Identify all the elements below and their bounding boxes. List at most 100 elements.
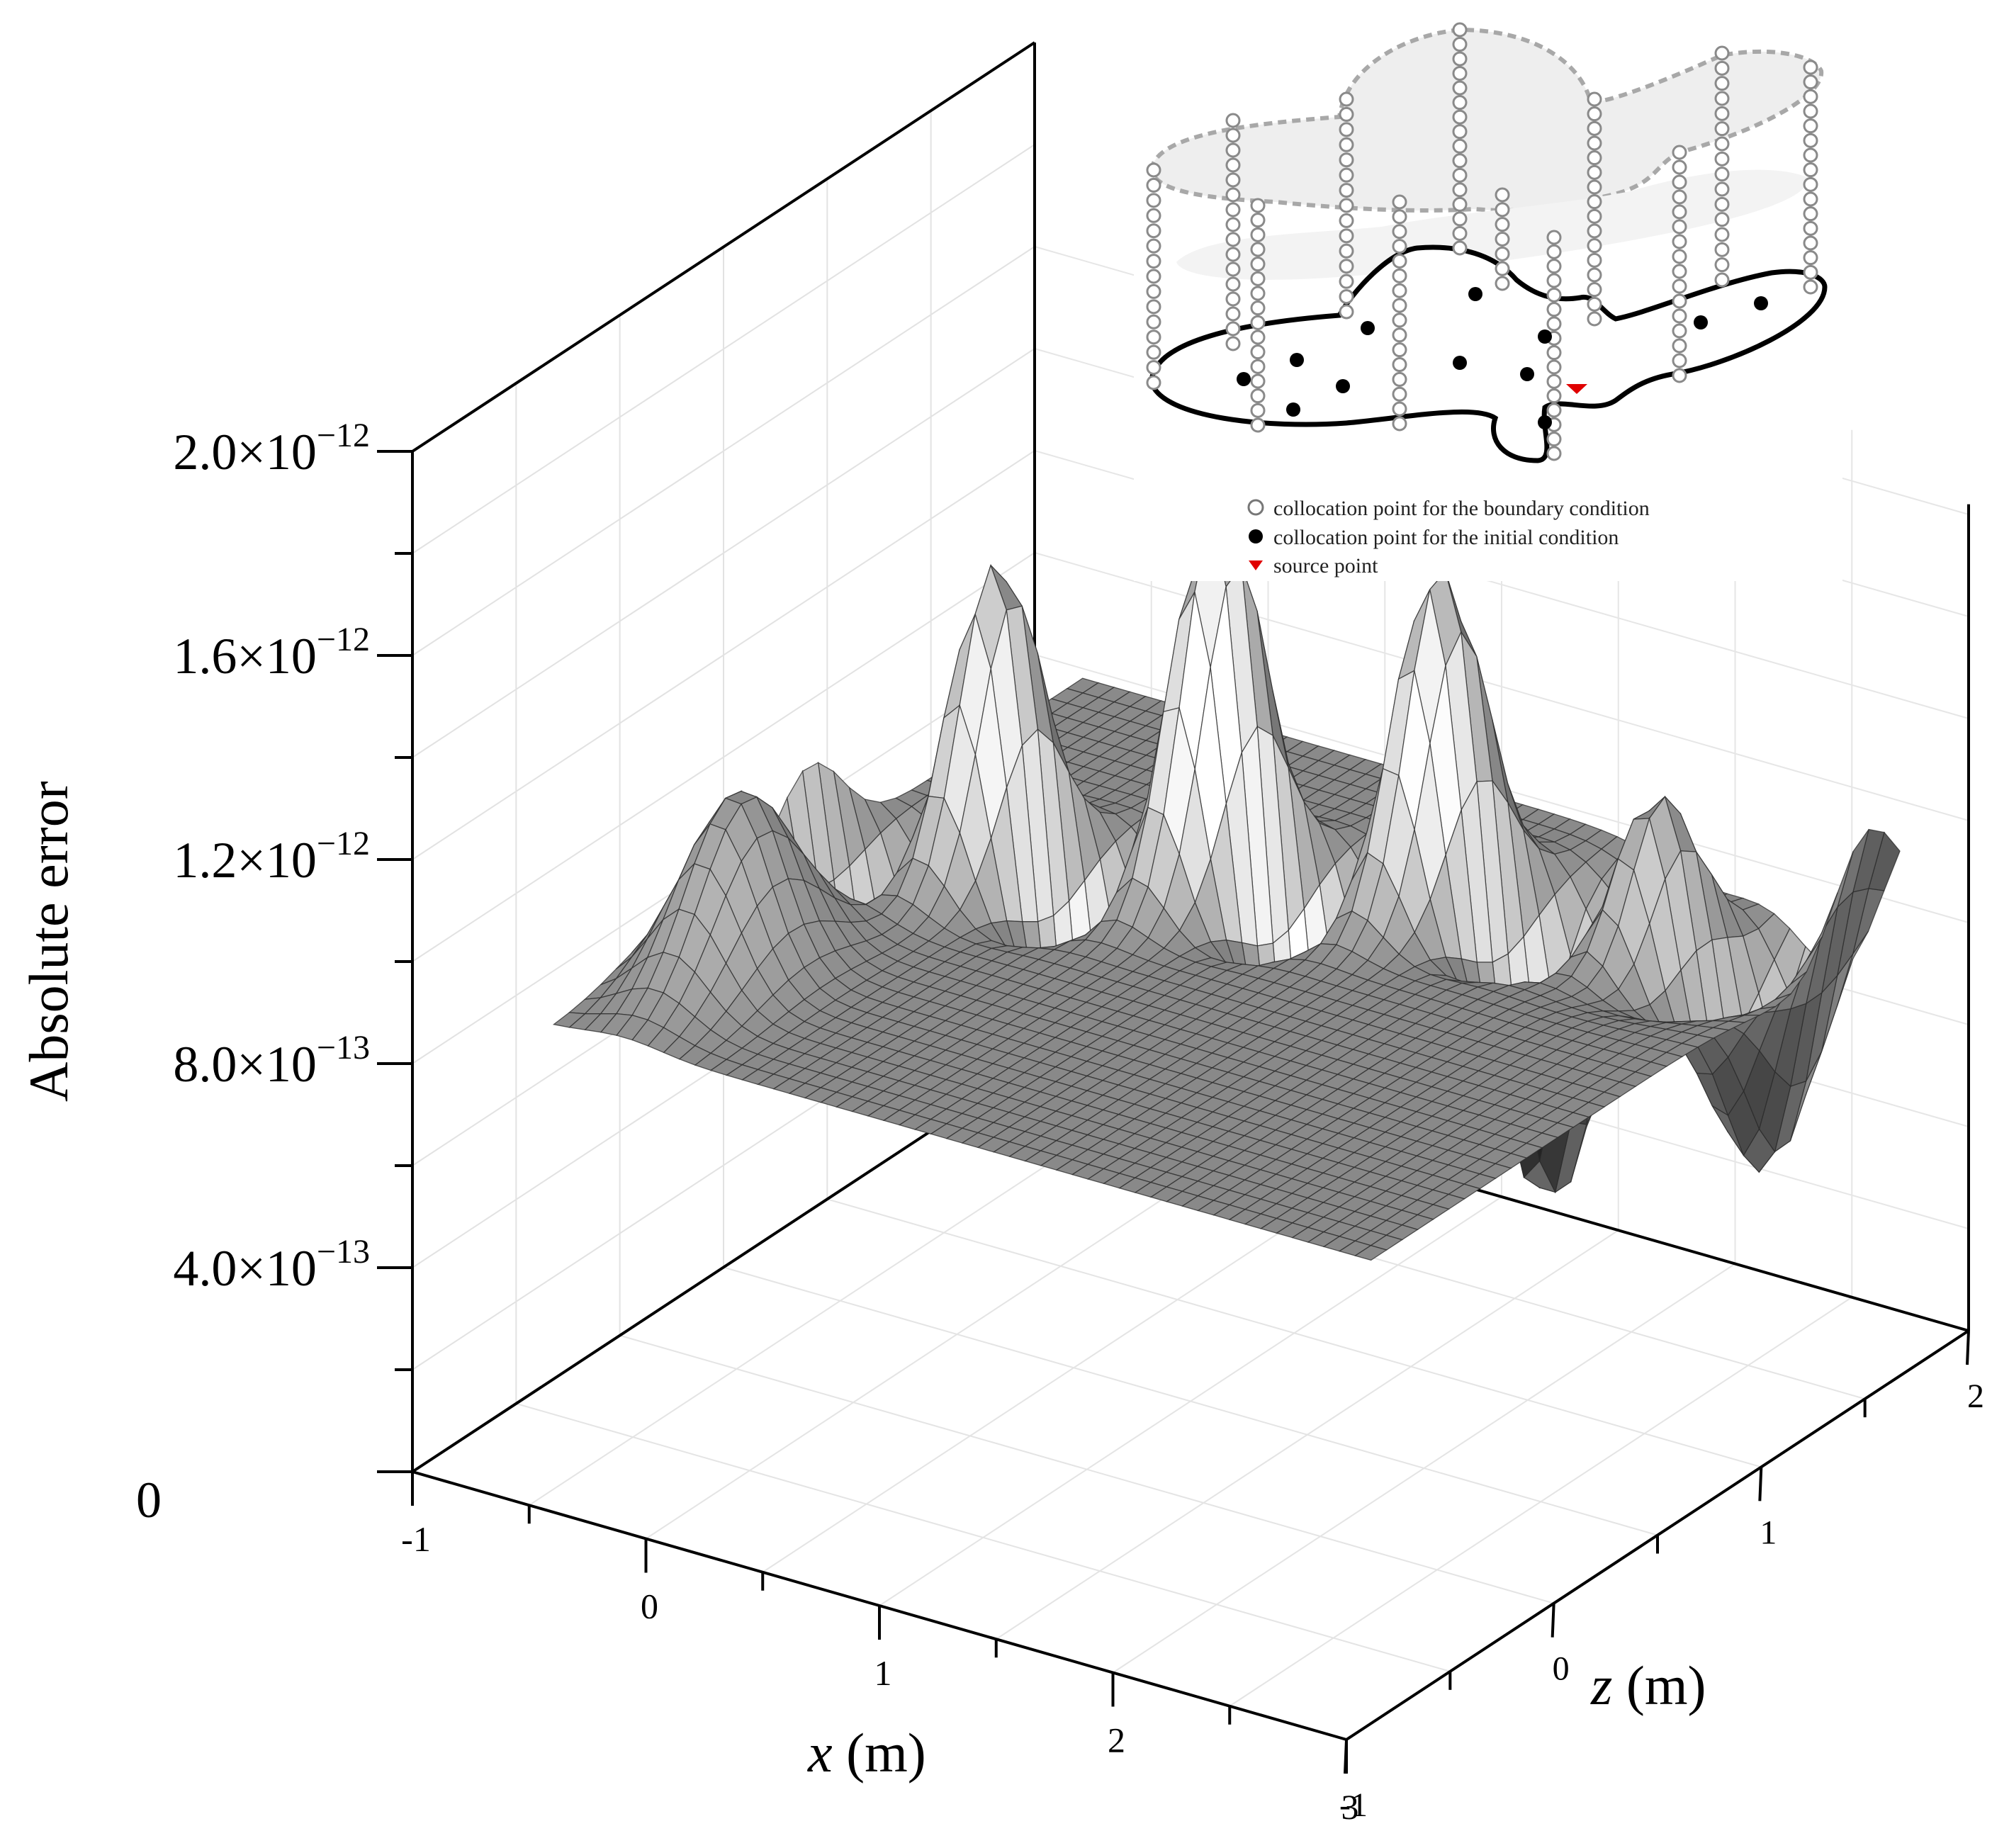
boundary-collocation-point [1250, 257, 1266, 272]
boundary-collocation-point [1495, 261, 1510, 276]
boundary-collocation-point [1250, 286, 1266, 301]
boundary-collocation-point [1146, 223, 1161, 239]
boundary-collocation-point [1546, 302, 1562, 317]
boundary-collocation-point [1250, 300, 1266, 316]
boundary-collocation-point [1672, 189, 1687, 205]
boundary-collocation-point [1146, 283, 1161, 299]
boundary-collocation-point [1587, 135, 1602, 151]
boundary-collocation-point [1250, 213, 1266, 228]
boundary-collocation-point [1339, 198, 1354, 213]
z-tick-label-0: -1 [1339, 1786, 1368, 1824]
boundary-collocation-point [1452, 66, 1468, 81]
initial-collocation-point [1694, 315, 1708, 329]
boundary-collocation-point [1392, 239, 1407, 254]
floor-grid [516, 1095, 1865, 1707]
boundary-collocation-point [1225, 276, 1241, 292]
boundary-collocation-point [1392, 298, 1407, 313]
x-tick-label-3: 2 [1108, 1720, 1125, 1760]
boundary-collocation-point [1714, 181, 1730, 197]
boundary-collocation-point [1146, 360, 1161, 376]
boundary-collocation-point [1803, 118, 1818, 134]
legend-label-initial: collocation point for the initial condit… [1273, 526, 1619, 549]
boundary-collocation-point [1392, 401, 1407, 417]
boundary-collocation-point [1672, 293, 1687, 309]
boundary-collocation-point [1452, 109, 1468, 125]
boundary-collocation-point [1250, 417, 1266, 433]
boundary-collocation-point [1587, 238, 1602, 254]
boundary-collocation-point [1452, 240, 1468, 256]
boundary-collocation-point [1146, 162, 1161, 178]
boundary-collocation-point [1452, 167, 1468, 183]
boundary-collocation-point [1250, 402, 1266, 418]
legend-hollow-circle-icon [1247, 499, 1264, 516]
boundary-collocation-point [1546, 446, 1562, 461]
boundary-collocation-point [1452, 95, 1468, 111]
boundary-collocation-point [1546, 259, 1562, 274]
boundary-collocation-point [1339, 213, 1354, 228]
boundary-collocation-point [1587, 208, 1602, 224]
boundary-collocation-point [1452, 211, 1468, 227]
boundary-collocation-point [1714, 76, 1730, 91]
boundary-collocation-point [1339, 259, 1354, 274]
boundary-collocation-point [1672, 278, 1687, 294]
boundary-collocation-point [1672, 368, 1687, 383]
x-tick-label-4: 3 [1341, 1787, 1359, 1827]
boundary-collocation-point [1339, 137, 1354, 152]
domain-inset: collocation point for the boundary condi… [1134, 14, 1842, 581]
boundary-collocation-point [1339, 289, 1354, 305]
boundary-collocation-point [1392, 224, 1407, 240]
boundary-collocation-point [1146, 375, 1161, 390]
boundary-collocation-point [1339, 183, 1354, 198]
boundary-collocation-point [1392, 209, 1407, 225]
y-tick-label-1: 4.0×10−13 [173, 1233, 370, 1297]
boundary-collocation-point [1225, 247, 1241, 262]
boundary-collocation-point [1587, 179, 1602, 195]
boundary-collocation-point [1714, 272, 1730, 288]
boundary-collocation-point [1546, 316, 1562, 332]
boundary-collocation-point [1146, 238, 1161, 254]
boundary-collocation-point [1803, 191, 1818, 207]
boundary-collocation-point [1339, 167, 1354, 183]
inset-bottom-domain [1149, 244, 1828, 463]
legend-filled-circle-icon [1249, 529, 1263, 543]
boundary-collocation-point [1546, 345, 1562, 361]
boundary-collocation-point [1250, 329, 1266, 345]
boundary-collocation-point [1250, 198, 1266, 213]
boundary-collocation-point [1714, 196, 1730, 212]
boundary-collocation-point [1146, 177, 1161, 193]
z-axis-ticks: -1 0 1 2 [1339, 1330, 1984, 1824]
boundary-collocation-point [1587, 282, 1602, 298]
boundary-collocation-point [1339, 122, 1354, 137]
initial-collocation-point [1286, 402, 1300, 417]
x-axis-label: x (m) [807, 1722, 926, 1784]
boundary-collocation-point [1452, 37, 1468, 52]
x-tick-label-0: -1 [401, 1519, 431, 1559]
y-tick-label-4: 1.6×10−12 [173, 621, 370, 684]
boundary-collocation-point [1803, 206, 1818, 222]
boundary-collocation-point [1587, 267, 1602, 283]
boundary-collocation-point [1714, 136, 1730, 152]
boundary-collocation-point [1803, 235, 1818, 251]
boundary-collocation-point [1803, 176, 1818, 192]
boundary-collocation-point [1452, 138, 1468, 154]
boundary-collocation-point [1146, 254, 1161, 269]
boundary-collocation-point [1250, 359, 1266, 374]
boundary-collocation-point [1146, 193, 1161, 208]
initial-collocation-point [1538, 415, 1552, 429]
inset-points [1146, 22, 1818, 461]
boundary-collocation-point [1392, 253, 1407, 269]
boundary-collocation-point [1546, 373, 1562, 389]
boundary-collocation-point [1803, 220, 1818, 236]
boundary-collocation-point [1672, 159, 1687, 175]
boundary-collocation-point [1392, 283, 1407, 298]
boundary-collocation-point [1339, 243, 1354, 259]
boundary-collocation-point [1803, 89, 1818, 104]
boundary-collocation-point [1495, 276, 1510, 291]
boundary-collocation-point [1803, 279, 1818, 295]
z-axis-label: z (m) [1590, 1655, 1706, 1716]
boundary-collocation-point [1250, 373, 1266, 389]
boundary-collocation-point [1225, 142, 1241, 158]
boundary-collocation-point [1587, 120, 1602, 136]
inset-legend: collocation point for the boundary condi… [1247, 497, 1650, 578]
legend-label-source: source point [1273, 554, 1378, 578]
